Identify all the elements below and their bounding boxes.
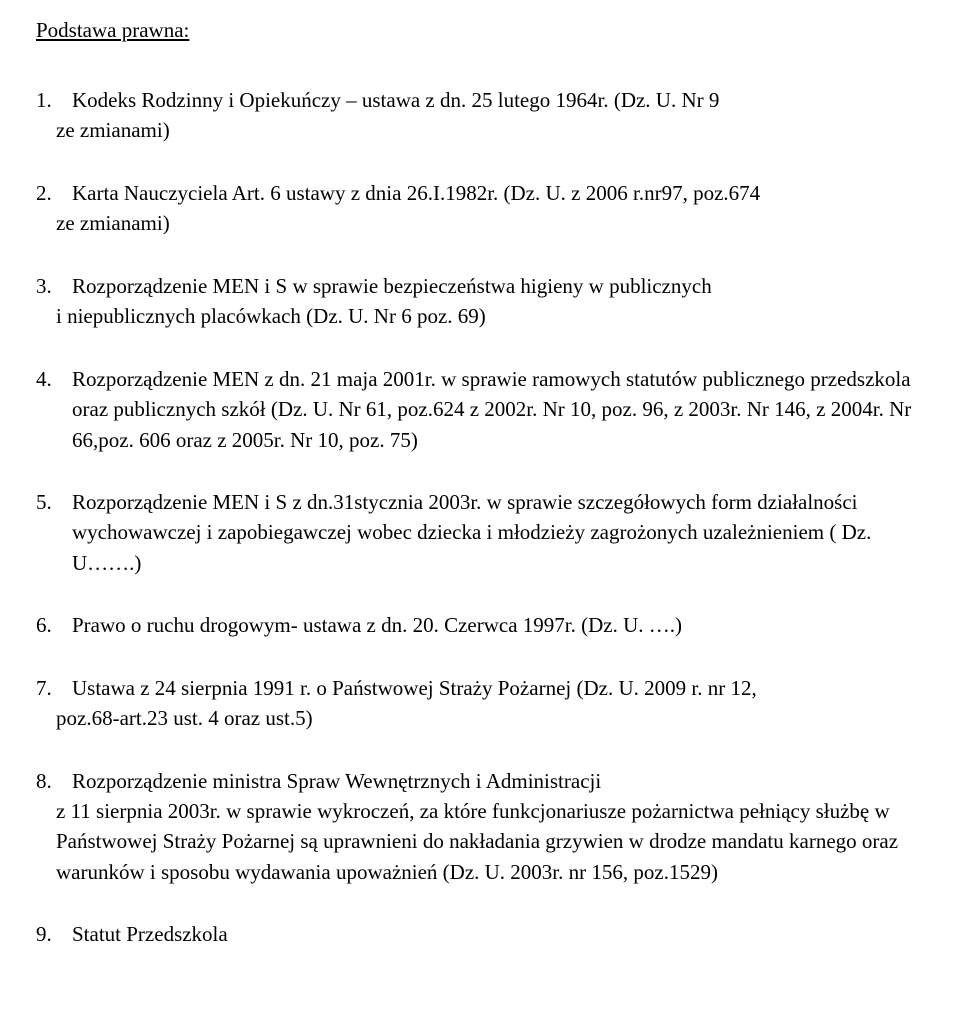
list-item-text: Statut Przedszkola (72, 922, 228, 946)
list-item: Rozporządzenie MEN i S w sprawie bezpiec… (36, 271, 932, 332)
list-item-text: Prawo o ruchu drogowym- ustawa z dn. 20.… (72, 613, 682, 637)
list-item-text: Karta Nauczyciela Art. 6 ustawy z dnia 2… (72, 181, 760, 205)
list-item-text: Ustawa z 24 sierpnia 1991 r. o Państwowe… (72, 676, 757, 700)
list-item-cont: z 11 sierpnia 2003r. w sprawie wykroczeń… (56, 796, 932, 887)
list-item-text: Rozporządzenie MEN i S z dn.31stycznia 2… (72, 490, 871, 575)
list-item: Prawo o ruchu drogowym- ustawa z dn. 20.… (36, 610, 932, 640)
list-item: Rozporządzenie ministra Spraw Wewnętrzny… (36, 766, 932, 888)
list-item: Rozporządzenie MEN z dn. 21 maja 2001r. … (36, 364, 932, 455)
list-item-text: Rozporządzenie ministra Spraw Wewnętrzny… (72, 769, 601, 793)
list-item-text: Kodeks Rodzinny i Opiekuńczy – ustawa z … (72, 88, 719, 112)
list-item-text: Rozporządzenie MEN i S w sprawie bezpiec… (72, 274, 712, 298)
list-item: Rozporządzenie MEN i S z dn.31stycznia 2… (36, 487, 932, 578)
list-item: Statut Przedszkola (36, 919, 932, 949)
page-heading: Podstawa prawna: (36, 18, 932, 43)
list-item-cont: i niepublicznych placówkach (Dz. U. Nr 6… (56, 301, 932, 331)
legal-basis-list: Kodeks Rodzinny i Opiekuńczy – ustawa z … (36, 85, 932, 950)
list-item-cont: poz.68-art.23 ust. 4 oraz ust.5) (56, 703, 932, 733)
document-page: Podstawa prawna: Kodeks Rodzinny i Opiek… (0, 0, 960, 1022)
list-item: Ustawa z 24 sierpnia 1991 r. o Państwowe… (36, 673, 932, 734)
list-item: Karta Nauczyciela Art. 6 ustawy z dnia 2… (36, 178, 932, 239)
list-item-cont: ze zmianami) (56, 208, 932, 238)
list-item: Kodeks Rodzinny i Opiekuńczy – ustawa z … (36, 85, 932, 146)
list-item-text: Rozporządzenie MEN z dn. 21 maja 2001r. … (72, 367, 911, 452)
list-item-cont: ze zmianami) (56, 115, 932, 145)
